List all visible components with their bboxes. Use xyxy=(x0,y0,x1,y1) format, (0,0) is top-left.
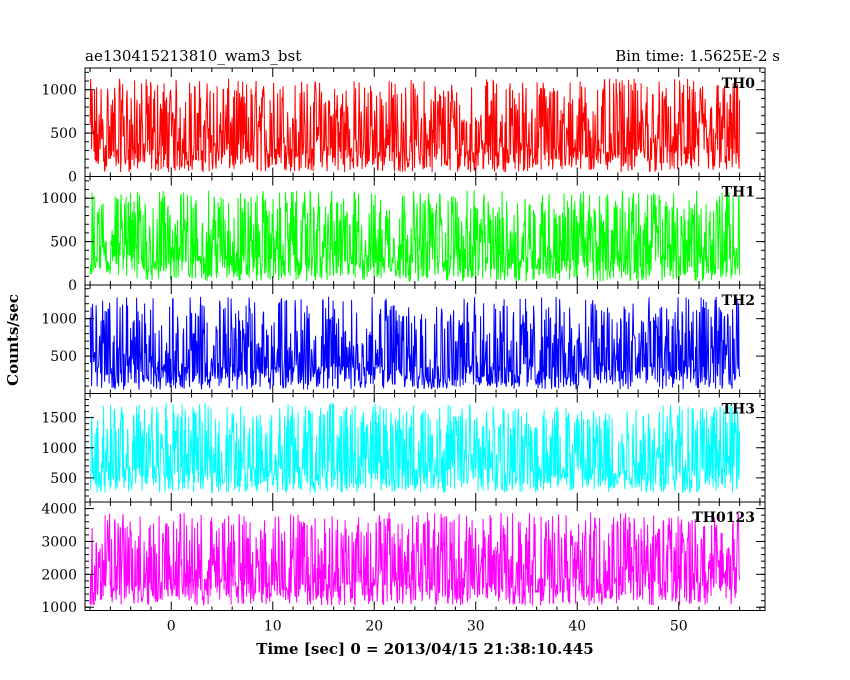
series-th1 xyxy=(89,190,741,282)
x-tick-label: 10 xyxy=(264,619,282,635)
x-axis-label: Time [sec] 0 = 2013/04/15 21:38:10.445 xyxy=(256,640,593,658)
y-tick-label-th3: 1500 xyxy=(41,411,77,427)
x-tick-label: 50 xyxy=(670,619,688,635)
y-tick-label-th0123: 1000 xyxy=(41,600,77,616)
panel-label-th2: TH2 xyxy=(722,293,755,309)
panel-frame-th0123 xyxy=(84,501,766,611)
y-axis-label: Counts/sec xyxy=(4,294,22,386)
panel-label-th1: TH1 xyxy=(722,185,755,201)
x-tick-label: 20 xyxy=(365,619,383,635)
panel-label-th0: TH0 xyxy=(722,76,756,92)
bin-time-label: Bin time: 1.5625E-2 s xyxy=(615,47,780,65)
x-tick-label: 40 xyxy=(568,619,586,635)
y-tick-label-th1: 500 xyxy=(50,235,77,251)
y-tick-label-th0123: 3000 xyxy=(41,534,77,550)
y-tick-label-th1: 0 xyxy=(68,278,77,294)
chart-title: ae130415213810_wam3_bst xyxy=(85,47,301,65)
series-th3 xyxy=(89,402,741,494)
y-tick-label-th0: 0 xyxy=(68,170,77,186)
series-th0 xyxy=(89,78,741,173)
series-th0123 xyxy=(89,512,741,606)
panel-label-th0123: TH0123 xyxy=(692,510,755,526)
y-tick-label-th2: 500 xyxy=(50,349,77,365)
y-tick-label-th0123: 2000 xyxy=(41,567,77,583)
y-tick-label-th3: 1000 xyxy=(41,441,77,457)
x-tick-label: 0 xyxy=(167,619,176,635)
y-tick-label-th3: 500 xyxy=(50,471,77,487)
x-tick-label: 30 xyxy=(467,619,485,635)
y-tick-label-th0: 1000 xyxy=(41,83,77,99)
y-tick-label-th1: 1000 xyxy=(41,191,77,207)
y-tick-label-th0: 500 xyxy=(50,126,77,142)
series-th2 xyxy=(89,296,741,390)
y-tick-label-th2: 1000 xyxy=(41,312,77,328)
panel-label-th3: TH3 xyxy=(722,402,755,418)
y-tick-label-th0123: 4000 xyxy=(41,502,77,518)
